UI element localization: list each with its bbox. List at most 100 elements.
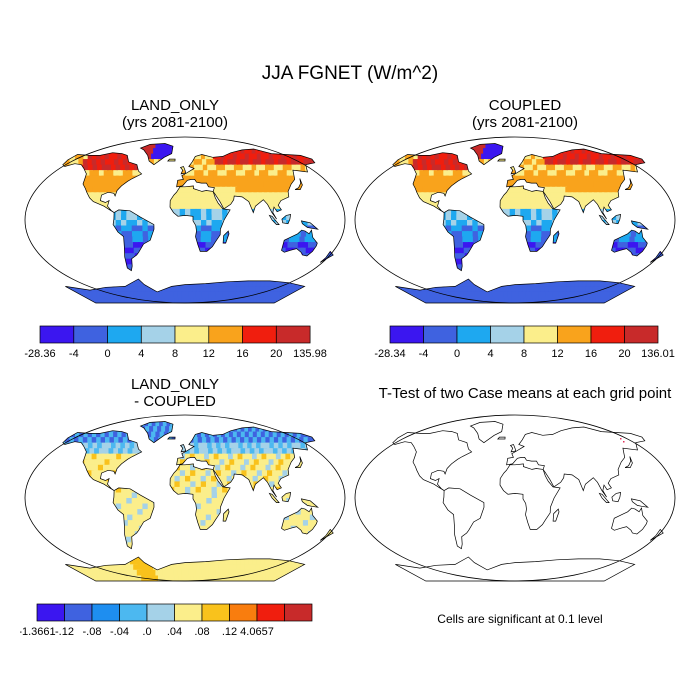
field-cell [261,520,269,527]
field-cell [174,236,181,243]
field-cell [411,143,425,149]
field-cell [469,181,477,188]
field-cell [195,143,201,149]
field-cell [419,225,426,232]
field-cell [305,186,314,194]
field-cell [556,242,563,249]
field-cell [62,498,64,505]
field-cell [525,214,532,221]
field-cell [368,259,378,265]
field-cell [123,247,131,254]
field-cell [100,280,111,288]
field-cell [501,164,507,171]
field-cell [106,269,115,277]
field-cell [171,164,177,171]
field-cell [240,448,248,455]
field-cell [399,181,408,188]
field-cell [132,481,139,488]
field-cell [89,509,97,516]
field-cell [371,220,377,226]
field-cell [74,547,84,555]
field-cell [565,159,574,166]
field-cell [429,208,437,216]
field-cell [384,237,392,243]
field-cell [79,481,86,488]
field-cell [420,197,428,205]
field-cell [203,286,210,293]
field-cell [451,197,459,205]
field-cell [274,231,282,238]
field-cell [295,203,303,210]
field-cell [300,542,311,549]
field-cell [72,464,81,472]
field-cell [185,470,191,477]
field-cell [137,286,145,293]
field-cell [621,214,628,221]
field-cell [436,175,444,182]
field-cell [221,197,228,205]
field-cell [121,431,130,438]
field-cell [249,170,258,177]
field-cell [193,437,200,444]
field-cell [189,253,196,260]
field-cell [642,208,649,216]
field-cell [45,192,53,198]
field-cell [548,143,557,149]
field-cell [109,275,119,282]
field-cell [175,258,182,265]
field-cell [82,553,93,560]
field-cell [440,203,448,210]
field-cell [454,181,462,188]
field-cell [122,159,131,166]
field-cell [153,231,160,238]
field-cell [163,225,170,232]
field-cell [235,170,244,177]
field-cell [377,226,384,232]
field-cell [138,280,146,288]
field-cell [531,220,538,227]
panel-title-difference: LAND_ONLY - COUPLED [60,376,290,410]
field-cell [275,214,282,221]
field-cell [220,164,228,171]
field-cell [113,170,122,177]
field-cell [189,547,195,555]
field-cell [488,159,495,166]
field-cell [171,547,177,555]
field-cell [54,198,62,204]
field-cell [231,275,240,282]
field-cell [173,148,179,155]
field-cell [463,242,470,249]
field-cell [536,159,543,166]
field-cell [122,170,131,177]
field-cell [657,181,664,188]
field-cell [630,231,638,238]
field-cell [271,258,280,265]
field-cell [159,186,166,194]
field-cell [558,280,567,288]
field-cell [530,247,537,254]
field-cell [41,493,47,499]
field-cell [228,153,237,160]
field-cell [285,258,294,265]
field-cell [368,237,376,243]
field-cell [171,159,178,166]
field-cell [620,203,628,210]
field-cell [193,164,200,171]
field-cell [116,203,123,210]
field-cell [559,164,567,171]
field-cell [158,208,165,216]
field-cell [247,475,255,483]
field-cell [254,542,263,549]
field-cell [634,236,642,243]
field-cell [415,143,429,149]
field-cell [499,253,506,260]
field-cell [504,225,511,232]
field-cell [113,159,123,166]
field-cell [214,459,221,466]
field-cell [195,231,202,238]
field-cell [283,236,291,243]
field-cell [127,448,135,455]
field-cell [452,275,461,282]
field-cell [230,525,238,532]
field-cell [154,531,162,538]
